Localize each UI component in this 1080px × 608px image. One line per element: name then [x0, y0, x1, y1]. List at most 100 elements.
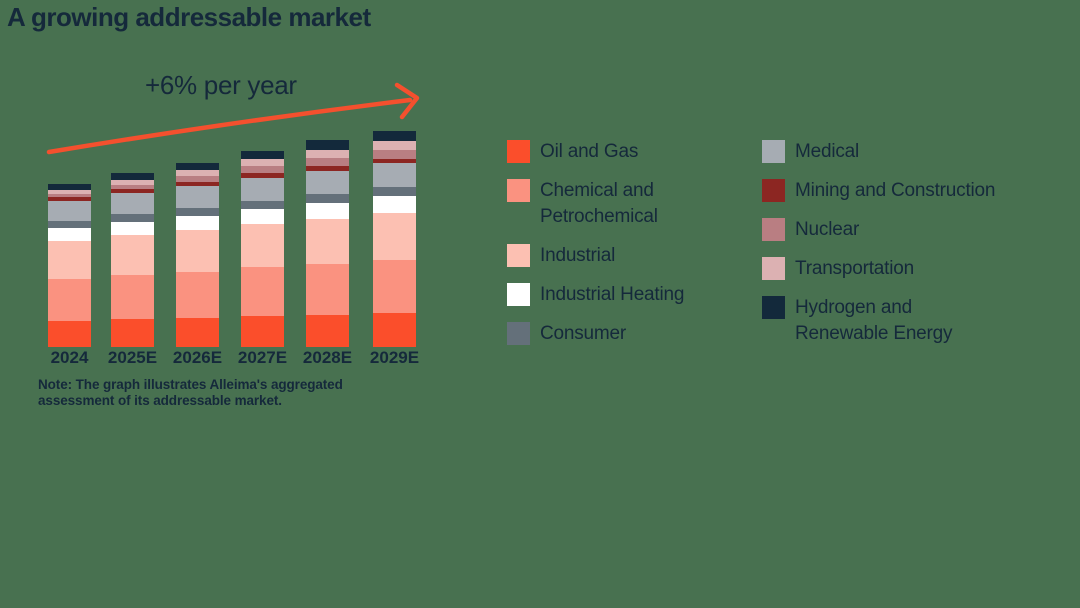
bar-segment-consumer-2028e [306, 194, 349, 203]
bar-2024 [48, 184, 91, 347]
bar-segment-medical-2028e [306, 170, 349, 194]
bar-segment-industrial-heating-2024 [48, 228, 91, 241]
x-axis-label-2024: 2024 [50, 348, 89, 367]
legend-item-medical: Medical [762, 139, 1052, 165]
bar-segment-industrial-heating-2026e [176, 216, 219, 230]
legend-swatch-consumer [507, 322, 530, 345]
bar-segment-consumer-2026e [176, 208, 219, 216]
legend-item-consumer: Consumer [507, 321, 762, 347]
bar-segment-industrial-2028e [306, 219, 349, 264]
bar-segment-transportation-2029e [373, 140, 416, 150]
page-title: A growing addressable market [7, 2, 371, 32]
chart-note-line-2: assessment of its addressable market. [38, 393, 282, 408]
growth-annotation: +6% per year [145, 70, 297, 100]
legend-label-mining-and-construction: Mining and Construction [795, 180, 996, 201]
legend-label-transportation: Transportation [795, 258, 915, 279]
bar-segment-nuclear-2025e [111, 184, 154, 189]
bar-segment-chemical-and-petrochemical-2026e [176, 272, 219, 318]
legend-item-oil-and-gas: Oil and Gas [507, 139, 762, 165]
bar-segment-nuclear-2028e [306, 157, 349, 166]
bar-segment-industrial-heating-2025e [111, 221, 154, 235]
legend-swatch-hydrogen-and-renewable-energy [762, 296, 785, 319]
legend-swatch-medical [762, 140, 785, 163]
legend-item-transportation: Transportation [762, 256, 1052, 282]
chart-note-line-1: Note: The graph illustrates Alleima's ag… [38, 377, 343, 392]
bar-segment-mining-and-construction-2027e [241, 173, 284, 178]
bar-segment-nuclear-2027e [241, 166, 284, 173]
bar-segment-oil-and-gas-2027e [241, 316, 284, 347]
legend-label-consumer: Consumer [540, 323, 627, 344]
growth-arrow-head [394, 82, 420, 120]
legend-swatch-chemical-and-petrochemical [507, 179, 530, 202]
bar-2027e [241, 150, 284, 347]
bar-segment-consumer-2029e [373, 187, 416, 196]
bar-segment-chemical-and-petrochemical-2024 [48, 279, 91, 321]
bar-segment-transportation-2024 [48, 189, 91, 194]
bar-segment-nuclear-2024 [48, 193, 91, 197]
bar-segment-transportation-2027e [241, 158, 284, 166]
bar-segment-hydrogen-and-renewable-energy-2027e [241, 150, 284, 159]
bar-segment-nuclear-2029e [373, 149, 416, 159]
bar-segment-medical-2029e [373, 163, 416, 187]
bar-segment-chemical-and-petrochemical-2025e [111, 275, 154, 319]
legend-label-industrial: Industrial [540, 245, 616, 266]
x-axis-labels: 2024 2025E 2026E 2027E 2028E 2029E [48, 348, 420, 370]
legend-column-2: Medical Mining and Construction Nuclear Tra… [762, 139, 1052, 347]
bar-segment-industrial-2024 [48, 241, 91, 279]
bar-segment-industrial-2029e [373, 213, 416, 260]
bar-segment-hydrogen-and-renewable-energy-2026e [176, 162, 219, 170]
bar-2028e [306, 140, 349, 347]
legend-item-chemical-and-petrochemical: Chemical and Petrochemical [507, 178, 762, 230]
bar-segment-transportation-2025e [111, 179, 154, 185]
bar-segment-mining-and-construction-2028e [306, 165, 349, 171]
chart-note: Note: The graph illustrates Alleima's ag… [38, 377, 343, 409]
legend-label-oil-and-gas: Oil and Gas [540, 141, 639, 162]
legend-item-industrial-heating: Industrial Heating [507, 282, 762, 308]
bar-segment-medical-2026e [176, 186, 219, 208]
legend-item-nuclear: Nuclear [762, 217, 1052, 243]
bar-2025e [111, 173, 154, 347]
legend-label-medical: Medical [795, 141, 860, 162]
bar-segment-industrial-heating-2028e [306, 203, 349, 219]
bar-segment-mining-and-construction-2029e [373, 158, 416, 163]
bar-segment-hydrogen-and-renewable-energy-2029e [373, 131, 416, 141]
bar-segment-hydrogen-and-renewable-energy-2024 [48, 184, 91, 190]
x-axis-label-2026e: 2026E [172, 348, 223, 367]
legend-swatch-nuclear [762, 218, 785, 241]
bar-segment-hydrogen-and-renewable-energy-2025e [111, 173, 154, 180]
legend-swatch-transportation [762, 257, 785, 280]
legend-swatch-industrial [507, 244, 530, 267]
bar-segment-oil-and-gas-2024 [48, 321, 91, 347]
legend-label-nuclear: Nuclear [795, 219, 860, 240]
x-axis-label-2028e: 2028E [302, 348, 353, 367]
bar-segment-industrial-heating-2027e [241, 209, 284, 224]
x-axis-label-2027e: 2027E [237, 348, 288, 367]
legend-swatch-oil-and-gas [507, 140, 530, 163]
bar-segment-consumer-2027e [241, 200, 284, 209]
bar-segment-industrial-2026e [176, 230, 219, 272]
legend-label-hydrogen-and-renewable-energy: Hydrogen and Renewable Energy [795, 297, 953, 344]
legend-label-industrial-heating: Industrial Heating [540, 284, 685, 305]
legend-item-industrial: Industrial [507, 243, 762, 269]
stacked-bar-chart [48, 120, 420, 347]
x-axis-label-2029e: 2029E [369, 348, 420, 367]
bar-segment-chemical-and-petrochemical-2028e [306, 264, 349, 315]
bar-segment-oil-and-gas-2026e [176, 318, 219, 347]
legend-item-hydrogen-and-renewable-energy: Hydrogen and Renewable Energy [762, 295, 1052, 347]
legend-label-chemical-and-petrochemical: Chemical and Petrochemical [540, 180, 658, 227]
bar-segment-industrial-heating-2029e [373, 196, 416, 213]
bar-segment-hydrogen-and-renewable-energy-2028e [306, 140, 349, 150]
bar-segment-industrial-2025e [111, 235, 154, 275]
bar-2026e [176, 162, 219, 347]
bar-segment-oil-and-gas-2025e [111, 319, 154, 347]
legend-swatch-industrial-heating [507, 283, 530, 306]
bar-2029e [373, 131, 416, 347]
bar-segment-consumer-2024 [48, 221, 91, 228]
legend-column-1: Oil and Gas Chemical and Petrochemical Indu… [507, 139, 762, 347]
legend-item-mining-and-construction: Mining and Construction [762, 178, 1052, 204]
bar-segment-chemical-and-petrochemical-2029e [373, 260, 416, 313]
bar-segment-nuclear-2026e [176, 176, 219, 182]
x-axis-label-2025e: 2025E [107, 348, 158, 367]
bar-segment-mining-and-construction-2026e [176, 181, 219, 186]
